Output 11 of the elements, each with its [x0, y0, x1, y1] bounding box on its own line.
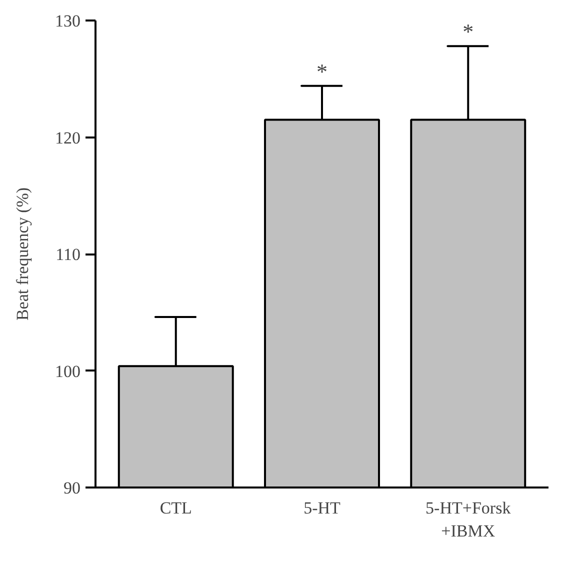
x-tick-label: CTL	[160, 498, 192, 518]
x-tick-label: 5-HT+Forsk +IBMX	[426, 498, 512, 540]
y-tick-label: 110	[56, 245, 81, 264]
annotation: *	[316, 58, 328, 84]
y-tick-label: 130	[55, 12, 80, 30]
x-tick-label: 5-HT	[304, 498, 342, 518]
annotation: *	[462, 19, 474, 44]
y-tick-label: 100	[55, 362, 80, 381]
y-tick-label: 90	[64, 478, 80, 498]
y-tick-label: 120	[55, 128, 80, 148]
y-axis-title: Beat frequency (%)	[13, 187, 32, 321]
